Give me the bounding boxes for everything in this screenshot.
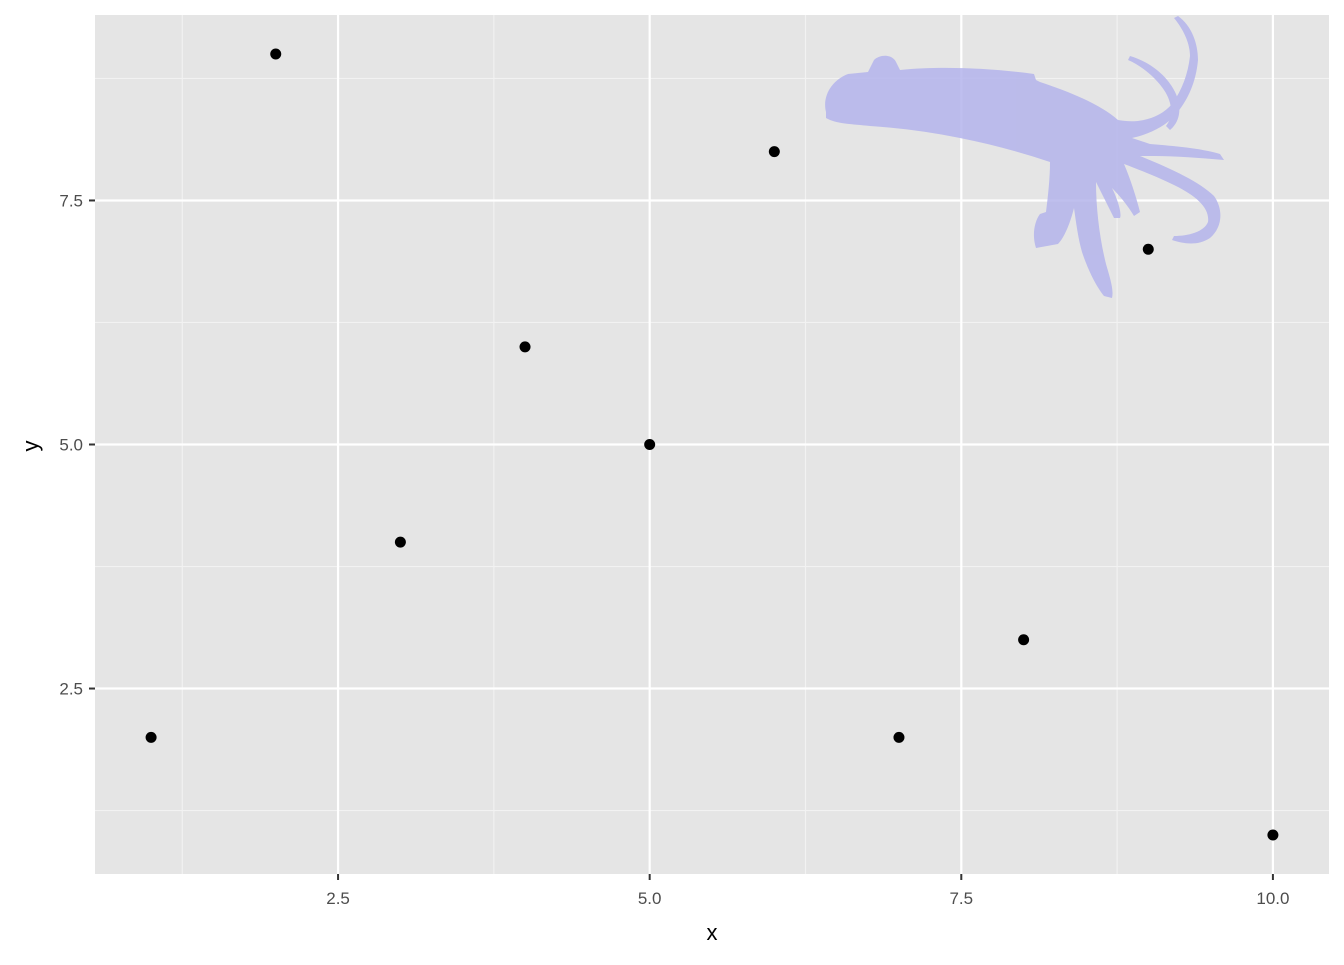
y-axis: 2.5 5.0 7.5 — [59, 191, 95, 699]
squid-silhouette-icon — [825, 16, 1224, 298]
y-tick-label: 2.5 — [59, 680, 83, 699]
x-tick-label: 10.0 — [1256, 889, 1289, 908]
y-tick-label: 7.5 — [59, 191, 83, 210]
data-point — [768, 146, 780, 158]
data-point — [893, 731, 905, 743]
y-tick-label: 5.0 — [59, 436, 83, 455]
x-axis: 2.5 5.0 7.5 10.0 — [326, 874, 1289, 908]
scatter-points — [145, 48, 1279, 841]
data-point — [644, 439, 656, 450]
x-tick-label: 5.0 — [638, 889, 662, 908]
data-point — [394, 536, 406, 548]
data-point — [270, 48, 282, 60]
data-point — [145, 731, 157, 743]
x-axis-title: x — [707, 920, 718, 945]
x-tick-label: 7.5 — [949, 889, 973, 908]
data-point — [1018, 634, 1030, 646]
data-point — [1267, 829, 1279, 841]
data-point — [519, 341, 531, 353]
y-axis-title: y — [18, 441, 43, 452]
data-point — [1142, 243, 1154, 255]
x-tick-label: 2.5 — [326, 889, 350, 908]
